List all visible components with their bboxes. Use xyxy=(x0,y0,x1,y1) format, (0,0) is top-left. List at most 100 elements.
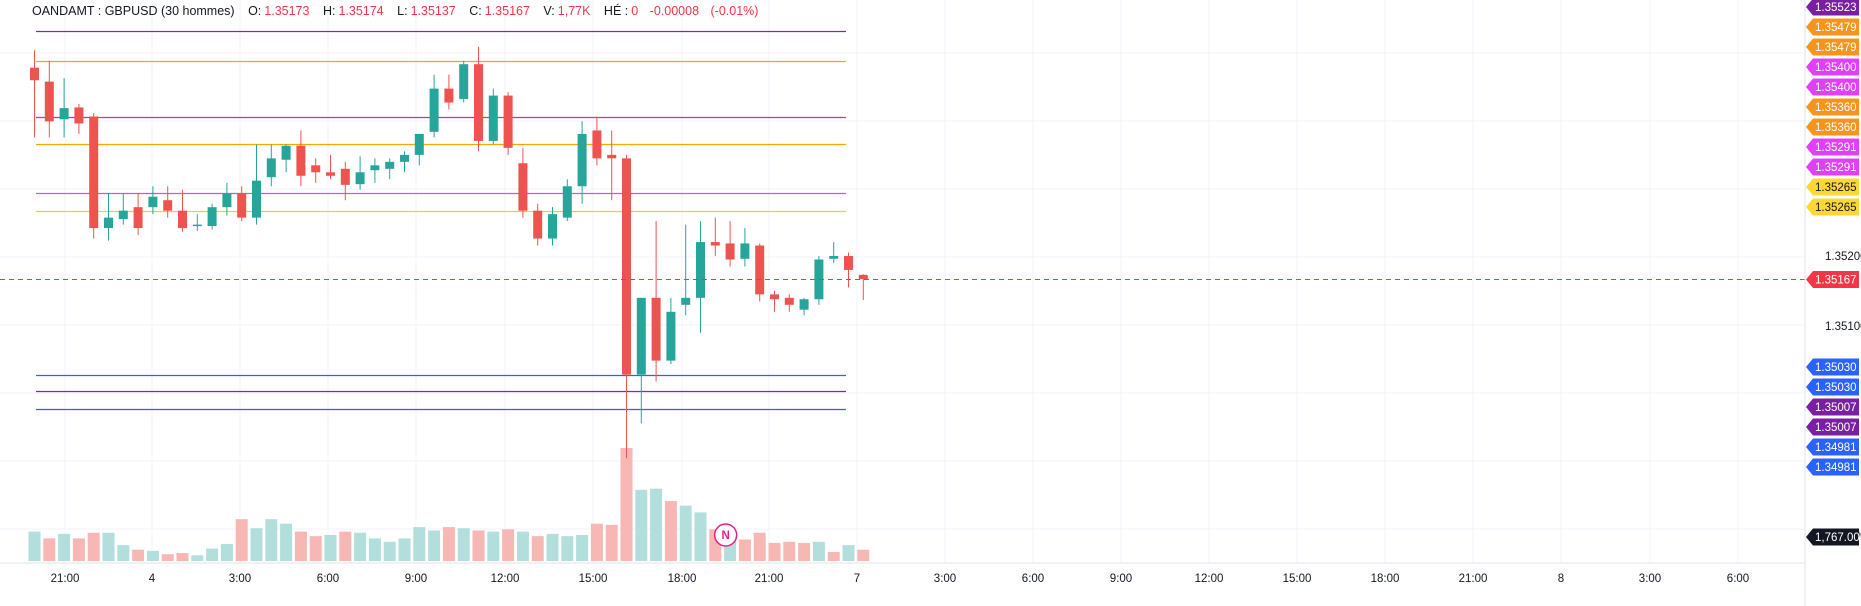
volume-bar xyxy=(368,538,381,561)
candle-body xyxy=(844,256,853,270)
x-axis-tick-label: 7 xyxy=(854,573,860,585)
y-axis-tick-label: 1.35100 xyxy=(1825,321,1861,333)
price-tag-label: 1.34981 xyxy=(1815,462,1857,474)
candle-body xyxy=(296,145,306,176)
volume-bar xyxy=(161,554,174,561)
volume-bar xyxy=(28,531,41,561)
he-label: HÉ : xyxy=(603,4,629,18)
candle-body xyxy=(562,186,572,218)
price-tag-shape xyxy=(1806,158,1859,176)
news-marker-label: N xyxy=(722,530,730,542)
price-tag-shape xyxy=(1806,438,1859,456)
volume-bar xyxy=(428,530,441,561)
price-tag-shape xyxy=(1806,0,1859,16)
x-axis-tick-label: 8 xyxy=(1558,573,1564,585)
he-value: 0 xyxy=(631,4,639,18)
candle-body xyxy=(30,67,39,81)
x-axis-tick-label: 3:00 xyxy=(1639,573,1661,585)
volume-bar xyxy=(206,548,219,561)
volume-bar xyxy=(650,488,663,561)
price-tag: 1.35291 xyxy=(1806,158,1859,176)
x-axis-tick-label: 9:00 xyxy=(1110,573,1132,585)
price-tag-shape xyxy=(1806,138,1859,156)
low-value: 1.35137 xyxy=(410,4,456,18)
price-tag-label: 1.35265 xyxy=(1815,202,1857,214)
candle-body xyxy=(192,224,202,227)
candle-body xyxy=(44,81,54,122)
x-axis-tick-label: 18:00 xyxy=(668,573,697,585)
volume-bar xyxy=(487,531,500,561)
candle-body xyxy=(533,210,543,239)
volume-bar xyxy=(294,531,307,561)
candle-body xyxy=(385,161,395,169)
candle-body xyxy=(636,297,646,375)
x-axis-tick-label: 9:00 xyxy=(405,573,427,585)
volume-bar xyxy=(561,536,574,561)
volume-bar xyxy=(516,531,529,561)
volume-bar xyxy=(694,512,707,561)
symbol-label[interactable]: OANDAMT : GBPUSD (30 hommes) xyxy=(32,4,235,18)
volume-bar xyxy=(250,528,263,561)
current-volume-tag: 1,767.00 xyxy=(1806,528,1860,546)
price-tag-shape xyxy=(1806,418,1859,436)
price-tag-label: 1.35291 xyxy=(1815,162,1857,174)
candle-body xyxy=(163,200,173,211)
volume-bar xyxy=(546,533,559,561)
volume-bar xyxy=(812,541,825,561)
volume-bar xyxy=(72,538,85,561)
price-tag-label: 1.35030 xyxy=(1815,362,1857,374)
price-tag-shape xyxy=(1806,118,1859,136)
x-axis-tick-label: 4 xyxy=(149,573,156,585)
volume-bar xyxy=(220,544,233,561)
volume-bar xyxy=(339,531,352,561)
price-tag-shape xyxy=(1806,358,1859,376)
volume-bar xyxy=(235,519,248,561)
price-tag: 1.35400 xyxy=(1806,58,1859,76)
candle-body xyxy=(592,130,602,159)
candle-body xyxy=(178,210,187,229)
candle-body xyxy=(59,108,69,120)
candle-body xyxy=(607,154,617,159)
price-tag: 1.35479 xyxy=(1806,18,1859,36)
candle-body xyxy=(133,207,143,229)
price-tag-label: 1.35007 xyxy=(1815,402,1857,414)
price-tag-shape xyxy=(1806,458,1859,476)
volume-bar xyxy=(58,533,71,561)
volume-bar xyxy=(146,550,159,561)
price-tag: 1.35030 xyxy=(1806,378,1859,396)
high-value: 1.35174 xyxy=(338,4,384,18)
volume-bar xyxy=(857,549,870,561)
low-label: L: xyxy=(397,4,408,18)
volume-bar xyxy=(664,501,677,561)
price-tag: 1.35007 xyxy=(1806,398,1859,416)
candle-body xyxy=(400,154,409,162)
price-tag-shape xyxy=(1806,98,1859,116)
candle-body xyxy=(681,297,691,305)
volume-bar xyxy=(679,505,692,561)
price-tag: 1.34981 xyxy=(1806,458,1859,476)
price-tag: 1.35007 xyxy=(1806,418,1859,436)
volume-bar xyxy=(798,542,811,561)
x-axis-tick-label: 12:00 xyxy=(1195,573,1224,585)
price-tag: 1.34981 xyxy=(1806,438,1859,456)
price-tag: 1.35400 xyxy=(1806,78,1859,96)
price-tag-label: 1,767.00 xyxy=(1815,532,1860,544)
price-tag: 1.35360 xyxy=(1806,98,1859,116)
price-tag-label: 1.35523 xyxy=(1815,2,1857,14)
x-axis-tick-label: 15:00 xyxy=(579,573,608,585)
candle-body xyxy=(74,107,84,124)
x-axis-tick-label: 3:00 xyxy=(229,573,251,585)
x-axis-tick-label: 18:00 xyxy=(1371,573,1400,585)
volume-bar xyxy=(265,519,278,561)
candle-body xyxy=(207,207,217,227)
volume-bar xyxy=(398,538,411,561)
volume-bar xyxy=(132,549,145,561)
price-tag-label: 1.35479 xyxy=(1815,42,1857,54)
candle-body xyxy=(89,116,99,229)
candle-body xyxy=(755,245,765,295)
close-value: 1.35167 xyxy=(484,4,530,18)
candle-body xyxy=(444,88,454,103)
price-tag: 1.35479 xyxy=(1806,38,1859,56)
